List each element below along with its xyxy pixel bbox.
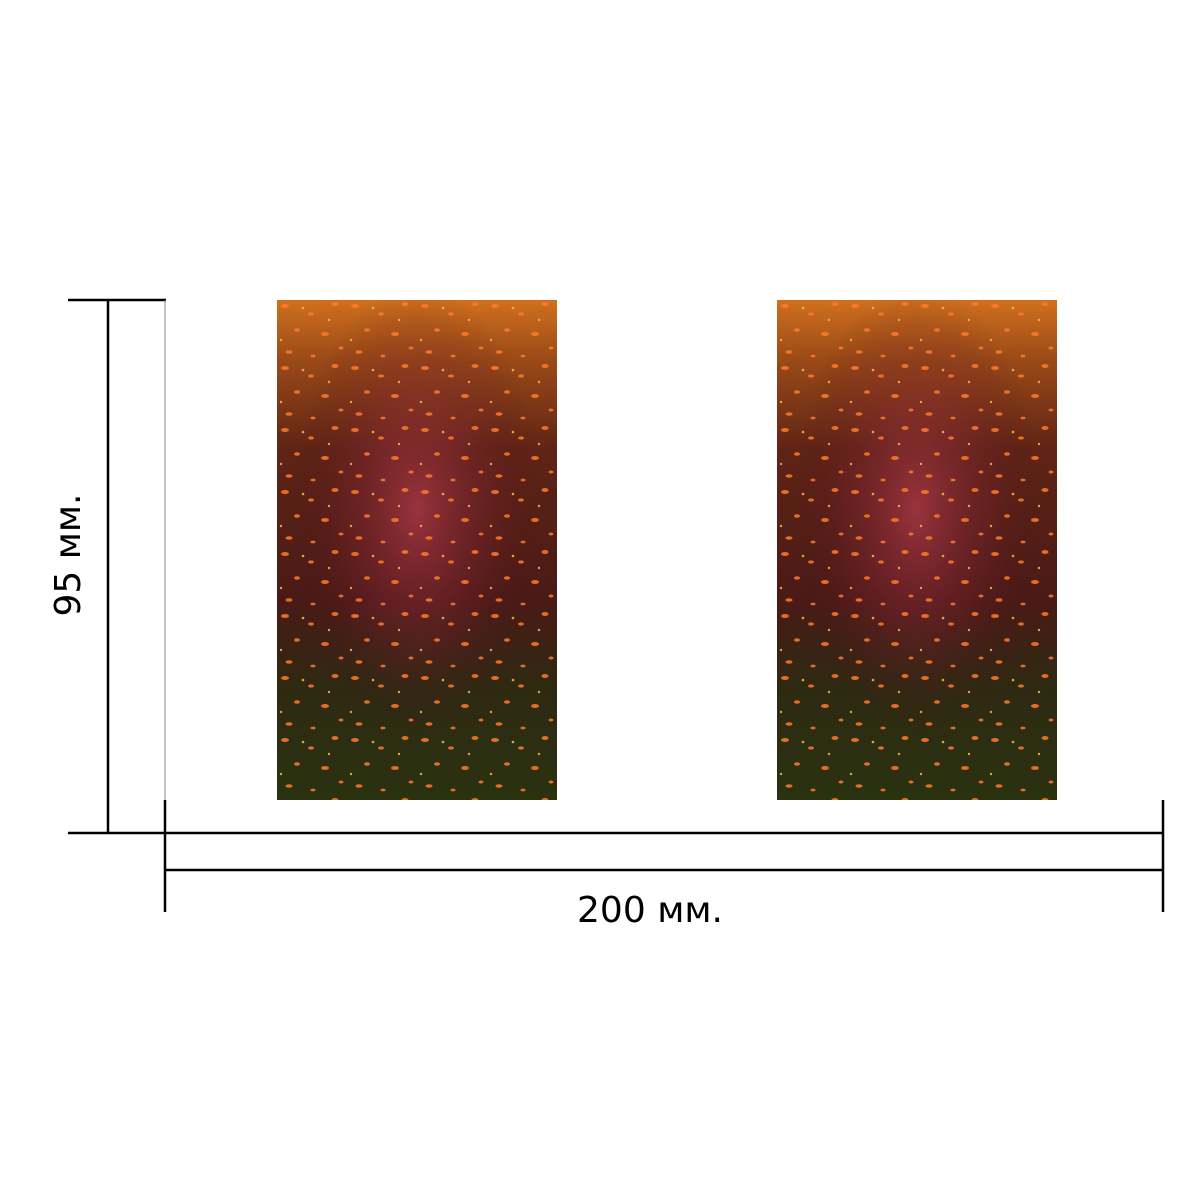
width-dimension: 200 мм. <box>163 800 1165 931</box>
height-label: 95 мм. <box>48 493 89 616</box>
width-label: 200 мм. <box>577 890 723 931</box>
product-photo <box>277 300 557 800</box>
product-photo <box>777 300 1057 800</box>
height-dimension: 95 мм. <box>48 298 166 835</box>
